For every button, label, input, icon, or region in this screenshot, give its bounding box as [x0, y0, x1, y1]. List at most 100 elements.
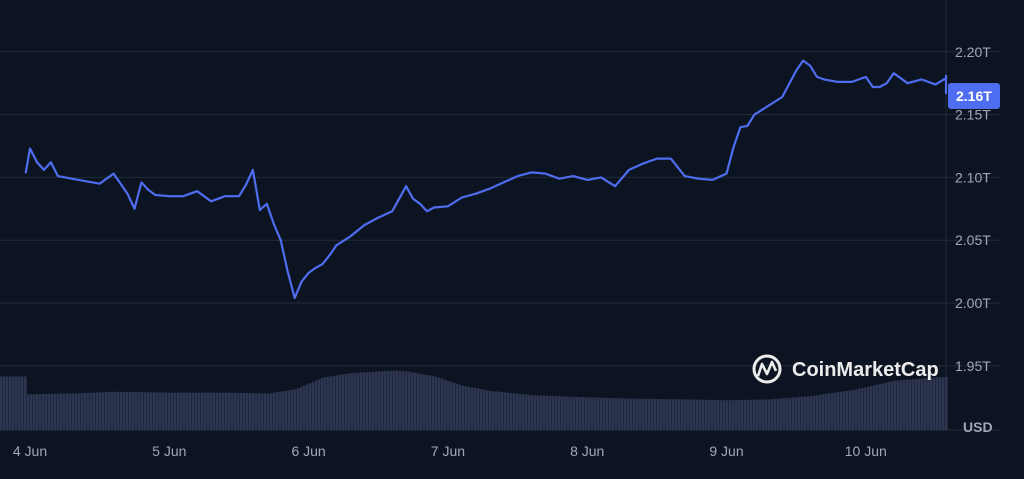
volume-bar — [903, 379, 906, 430]
volume-bar — [735, 400, 738, 430]
volume-bar — [228, 392, 231, 430]
volume-bar — [270, 392, 273, 430]
volume-bar — [543, 395, 546, 430]
volume-bar — [597, 397, 600, 430]
volume-bar — [804, 396, 807, 430]
volume-bar — [744, 399, 747, 430]
volume-bar — [606, 397, 609, 430]
volume-bar — [117, 391, 120, 430]
volume-bar — [594, 397, 597, 430]
volume-bar — [522, 394, 525, 430]
volume-bar — [615, 398, 618, 430]
volume-bar — [936, 377, 939, 430]
volume-bar — [486, 390, 489, 430]
volume-bar — [123, 391, 126, 430]
volume-bar — [645, 398, 648, 430]
volume-bar — [612, 398, 615, 430]
volume-bar — [345, 373, 348, 430]
volume-bar — [411, 372, 414, 430]
volume-bar — [156, 392, 159, 430]
volume-bar — [366, 372, 369, 430]
volume-bar — [426, 374, 429, 430]
volume-bar — [555, 396, 558, 430]
volume-bar — [558, 396, 561, 430]
volume-bar — [150, 392, 153, 430]
volume-bar — [69, 393, 72, 430]
volume-bar — [306, 384, 309, 430]
volume-bar — [585, 397, 588, 430]
volume-bar — [33, 394, 36, 430]
volume-bar — [939, 377, 942, 430]
volume-bar — [774, 398, 777, 430]
logo-ring — [752, 354, 782, 384]
volume-bar — [531, 395, 534, 430]
volume-bar — [273, 392, 276, 430]
volume-bar — [54, 393, 57, 430]
volume-bar — [327, 376, 330, 430]
volume-bar — [798, 396, 801, 430]
volume-bar — [252, 393, 255, 430]
volume-bar — [654, 398, 657, 430]
volume-bar — [864, 387, 867, 430]
volume-bar — [369, 371, 372, 430]
volume-bar — [39, 394, 42, 430]
volume-bar — [453, 382, 456, 430]
volume-bar — [834, 392, 837, 430]
volume-bar — [111, 391, 114, 430]
volume-bar — [102, 392, 105, 430]
volume-bar — [717, 400, 720, 430]
unit-label: USD — [963, 419, 993, 435]
volume-bar — [396, 370, 399, 430]
volume-bar — [423, 374, 426, 430]
volume-bar — [72, 393, 75, 430]
volume-bar — [933, 377, 936, 430]
volume-bar — [57, 393, 60, 430]
volume-bar — [552, 395, 555, 430]
volume-bar — [450, 381, 453, 430]
volume-bar — [840, 391, 843, 430]
volume-bar — [924, 378, 927, 430]
volume-bar — [882, 383, 885, 430]
volume-bar — [186, 392, 189, 430]
volume-bar — [678, 399, 681, 430]
volume-bar — [420, 373, 423, 430]
volume-bar — [75, 393, 78, 430]
volume-bar — [444, 379, 447, 430]
volume-bar — [258, 393, 261, 430]
volume-bar — [435, 376, 438, 430]
volume-bar — [348, 373, 351, 430]
volume-bar — [405, 371, 408, 430]
volume-bar — [708, 399, 711, 430]
volume-bar — [669, 399, 672, 430]
volume-bar — [66, 393, 69, 430]
volume-bar — [351, 373, 354, 430]
volume-bar — [720, 400, 723, 430]
volume-bar — [867, 386, 870, 430]
volume-bar — [207, 392, 210, 430]
volume-bar — [240, 392, 243, 430]
volume-bar — [9, 376, 12, 430]
x-tick-label: 8 Jun — [570, 443, 604, 459]
volume-bar — [672, 399, 675, 430]
volume-bar — [360, 372, 363, 430]
volume-bar — [561, 396, 564, 430]
x-axis-ticks: 4 Jun 5 Jun 6 Jun 7 Jun 8 Jun 9 Jun 10 Jun — [13, 443, 887, 459]
volume-bar — [795, 397, 798, 430]
volume-bar — [159, 392, 162, 430]
volume-bar — [432, 376, 435, 430]
volume-bar — [309, 383, 312, 430]
volume-bar — [849, 390, 852, 430]
volume-bar — [519, 393, 522, 430]
volume-bar — [846, 390, 849, 430]
volume-bar — [189, 392, 192, 430]
volume-bar — [357, 372, 360, 430]
volume-bar — [264, 393, 267, 430]
volume-bar — [759, 399, 762, 430]
volume-bar — [576, 396, 579, 430]
y-tick-label: 1.95T — [955, 358, 991, 374]
volume-bar — [762, 399, 765, 430]
volume-bar — [381, 371, 384, 430]
volume-bar — [726, 400, 729, 430]
volume-bar — [237, 392, 240, 430]
volume-bar — [930, 377, 933, 430]
